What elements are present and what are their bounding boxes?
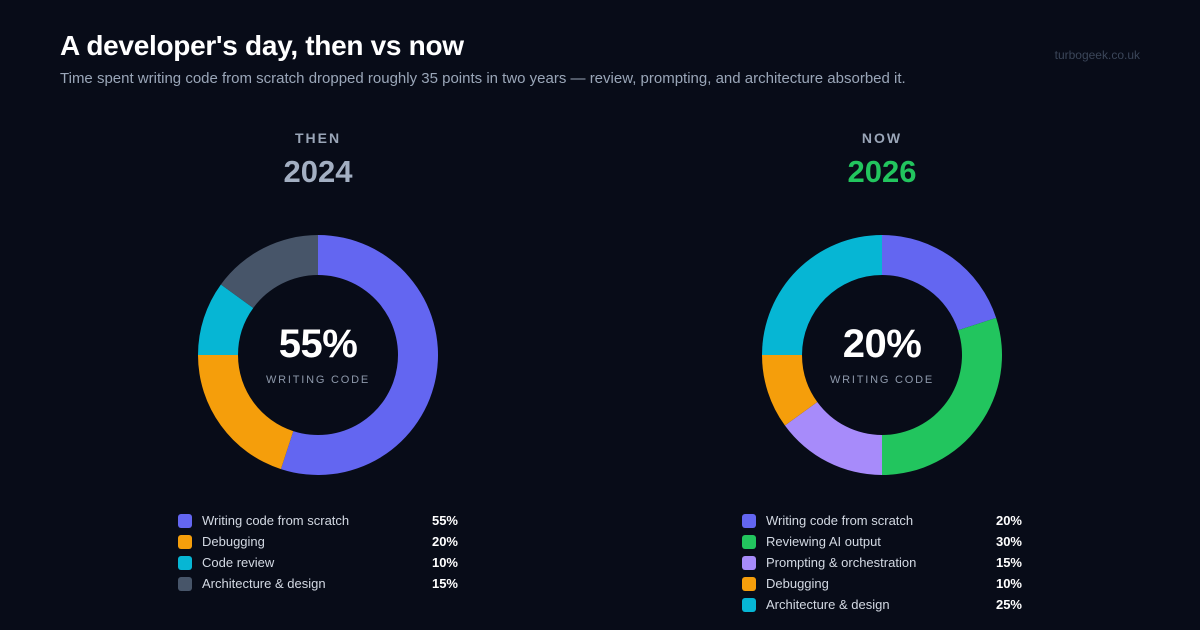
chart-title: A developer's day, then vs now [60, 30, 464, 61]
donut-slice-prompting-orchestration [784, 402, 882, 475]
legend-item: Code review 10% [178, 553, 468, 574]
legend-item: Writing code from scratch 20% [742, 511, 1032, 532]
donut-slice-architecture-design [762, 235, 882, 355]
legend-label: Reviewing AI output [766, 534, 881, 549]
panel-now: NOW 2026 20% WRITING CODE Writing code f… [582, 0, 1182, 630]
legend-value: 20% [431, 534, 458, 549]
legend-item: Prompting & orchestration 15% [742, 553, 1032, 574]
legend-label: Debugging [202, 534, 265, 549]
legend-then: Writing code from scratch 55% Debugging 20%… [178, 511, 468, 595]
center-value: 55% [278, 322, 358, 366]
donut-slice-debugging [198, 355, 294, 470]
legend-item: Architecture & design 15% [178, 574, 468, 595]
legend-value: 55% [431, 513, 458, 528]
legend-value: 15% [995, 555, 1022, 570]
legend-label: Writing code from scratch [766, 513, 914, 528]
era-label: NOW [861, 130, 903, 146]
donut-slice-architecture-design [220, 235, 318, 308]
donut-chart-then [198, 235, 438, 475]
legend-label: Architecture & design [202, 576, 326, 591]
center-value: 20% [842, 322, 922, 366]
legend-value: 10% [431, 555, 458, 570]
legend-item: Debugging 10% [742, 574, 1032, 595]
legend-item: Reviewing AI output 30% [742, 532, 1032, 553]
legend-label: Code review [202, 555, 275, 570]
legend-item: Architecture & design 25% [742, 595, 1032, 616]
year-label: 2026 [847, 154, 917, 189]
donut-slice-code-review [198, 284, 254, 355]
panel-then: THEN 2024 55% WRITING CODE Writing code … [18, 0, 618, 630]
center-label: WRITING CODE [265, 374, 371, 386]
legend-swatch [742, 514, 756, 528]
legend-label: Prompting & orchestration [766, 555, 917, 570]
legend-value: 30% [995, 534, 1022, 549]
legend-swatch [742, 598, 756, 612]
legend-item: Writing code from scratch 55% [178, 511, 468, 532]
legend-swatch [742, 556, 756, 570]
legend-label: Architecture & design [766, 597, 890, 612]
legend-swatch [178, 535, 192, 549]
legend-swatch [178, 514, 192, 528]
legend-swatch [742, 577, 756, 591]
legend-value: 10% [995, 576, 1022, 591]
era-label: THEN [294, 130, 342, 146]
center-label: WRITING CODE [829, 374, 935, 386]
legend-value: 25% [995, 597, 1022, 612]
legend-now: Writing code from scratch 20% Reviewing AI… [742, 511, 1032, 616]
donut-svg-now [762, 235, 1002, 475]
donut-slice-writing-code-from-scratch [280, 235, 438, 475]
legend-swatch [742, 535, 756, 549]
legend-value: 20% [995, 513, 1022, 528]
donut-slice-debugging [762, 355, 818, 426]
legend-swatch [178, 577, 192, 591]
chart-subtitle: Time spent writing code from scratch dro… [60, 70, 906, 87]
donut-svg-then [198, 235, 438, 475]
legend-label: Writing code from scratch [202, 513, 350, 528]
year-label: 2024 [283, 154, 353, 189]
legend-item: Debugging 20% [178, 532, 468, 553]
legend-swatch [178, 556, 192, 570]
donut-chart-now [762, 235, 1002, 475]
donut-slice-writing-code-from-scratch [882, 235, 997, 331]
legend-value: 15% [431, 576, 458, 591]
source-credit: turbogeek.co.uk [1054, 48, 1140, 62]
donut-slice-reviewing-ai-output [882, 317, 1002, 475]
legend-label: Debugging [766, 576, 829, 591]
